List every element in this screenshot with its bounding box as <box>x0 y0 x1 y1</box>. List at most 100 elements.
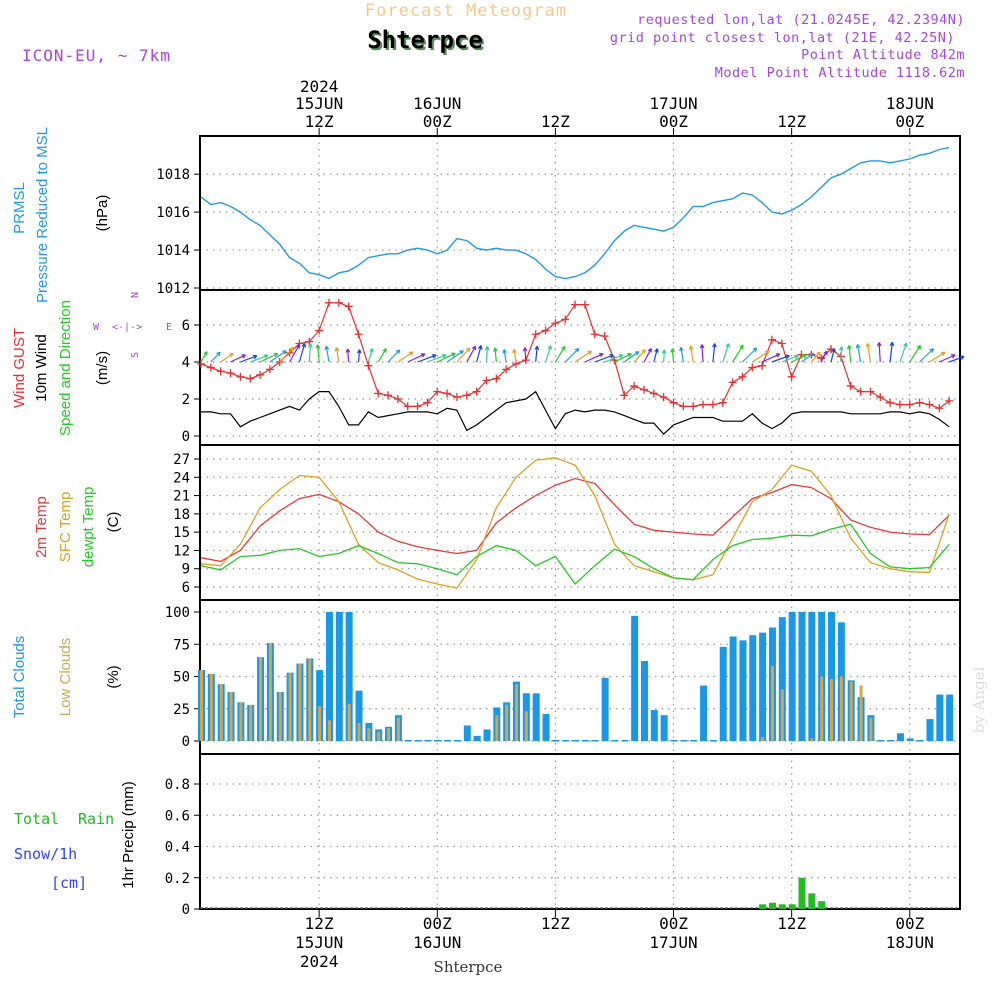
low-cloud-bar <box>770 666 774 741</box>
wind-arrow <box>761 353 781 363</box>
bottom-hour-label: 00Z <box>895 914 924 933</box>
y-tick-label: 27 <box>173 452 190 468</box>
gust-marker <box>462 391 471 400</box>
label-celsius: (C) <box>105 512 122 533</box>
total-cloud-bar <box>896 733 904 741</box>
panel-frame <box>199 753 961 910</box>
wind-arrow <box>200 351 208 363</box>
label-sfc: SFC Temp <box>57 492 74 563</box>
temperature-panel: 6 9 12 15 18 21 24 27 <box>173 444 961 601</box>
gust-marker <box>895 400 904 409</box>
wind-arrow <box>544 345 552 363</box>
pressure-line <box>200 146 950 280</box>
label-percent: (%) <box>105 665 122 688</box>
gust-marker <box>433 387 442 396</box>
wind-arrow <box>939 354 956 363</box>
bottom-date-label: 18JUN <box>886 933 934 952</box>
gust-marker <box>679 402 688 411</box>
low-cloud-bar <box>347 703 351 741</box>
y-tick-label: 4 <box>182 355 190 371</box>
wind-arrow <box>876 342 882 363</box>
wind-arrow <box>614 353 632 363</box>
label-total: Total <box>14 810 59 828</box>
point-altitude: Point Altitude 842m <box>801 47 965 63</box>
rain-bar <box>759 904 767 909</box>
total-cloud-bar <box>424 740 432 742</box>
label-hpa: (hPa) <box>94 195 111 232</box>
label-speeddir: Speed and Direction <box>57 300 74 436</box>
wind-arrow <box>298 343 307 363</box>
rain-bar <box>808 893 816 909</box>
total-cloud-bar <box>335 612 343 741</box>
bottom-hour-label: 00Z <box>423 914 452 933</box>
total-cloud-bar <box>729 636 737 741</box>
top-hour-label: 00Z <box>659 112 688 131</box>
gust-marker <box>216 367 225 376</box>
total-cloud-bar <box>325 612 333 741</box>
rain-bar <box>798 877 806 909</box>
total-cloud-bar <box>611 740 619 742</box>
low-cloud-bar <box>278 691 282 741</box>
gust-marker <box>423 398 432 407</box>
total-cloud-bar <box>690 740 698 742</box>
bottom-hour-label: 12Z <box>305 914 334 933</box>
total-cloud-bar <box>936 694 944 741</box>
precip-bars <box>200 877 960 909</box>
gust-marker <box>256 370 265 379</box>
rain-bar <box>818 901 826 909</box>
low-cloud-bar <box>268 642 272 741</box>
gust-marker <box>344 302 353 311</box>
gust-marker <box>886 398 895 407</box>
gust-marker <box>305 337 314 346</box>
total-cloud-bar <box>316 670 324 741</box>
wind-arrow <box>522 347 528 363</box>
wind-arrow <box>502 349 507 363</box>
gust-marker <box>787 372 796 381</box>
y-tick-label: 24 <box>173 470 190 486</box>
total-cloud-bar <box>946 694 954 741</box>
wind-arrow <box>210 351 221 363</box>
total-cloud-bar <box>483 729 491 741</box>
top-year-label: 2024 <box>300 77 339 96</box>
low-cloud-bar <box>396 717 400 741</box>
top-date-label: 15JUN <box>295 94 343 113</box>
wind-arrow <box>417 354 437 363</box>
low-cloud-bar <box>367 728 371 741</box>
wind-arrow <box>446 350 464 363</box>
gust-marker <box>226 369 235 378</box>
y-tick-label: 0.8 <box>165 777 190 793</box>
bottom-date-label: 15JUN <box>295 933 343 952</box>
total-cloud-bar <box>719 646 727 741</box>
total-cloud-bar <box>404 740 412 742</box>
panel-frame <box>199 289 961 446</box>
y-tick-label: 0.6 <box>165 808 190 824</box>
wind-arrow <box>847 345 852 363</box>
wind-arrow <box>712 343 717 363</box>
gust-marker <box>590 330 599 339</box>
gust-marker <box>472 387 481 396</box>
label-ms: (m/s) <box>94 351 111 385</box>
low-cloud-bar <box>308 658 312 741</box>
wind-speed-line <box>201 390 950 435</box>
top-date-label: 17JUN <box>649 94 697 113</box>
gust-marker <box>482 376 491 385</box>
wind-arrow <box>289 344 300 363</box>
total-cloud-bar <box>916 740 924 742</box>
low-cloud-bar <box>849 681 853 741</box>
low-cloud-bar <box>515 684 519 741</box>
top-date-label: 18JUN <box>886 94 934 113</box>
wind-arrow <box>909 344 922 363</box>
wind-arrow <box>397 351 414 363</box>
gust-marker <box>324 298 333 307</box>
gust-marker <box>600 332 609 341</box>
gust-marker <box>206 363 215 372</box>
wind-series <box>197 298 965 435</box>
gust-marker <box>384 391 393 400</box>
bottom-hour-label: 00Z <box>659 914 688 933</box>
top-hour-label: 00Z <box>895 112 924 131</box>
low-cloud-bar <box>209 673 213 741</box>
gust-marker <box>620 391 629 400</box>
gust-marker <box>846 382 855 391</box>
gust-marker <box>354 330 363 339</box>
